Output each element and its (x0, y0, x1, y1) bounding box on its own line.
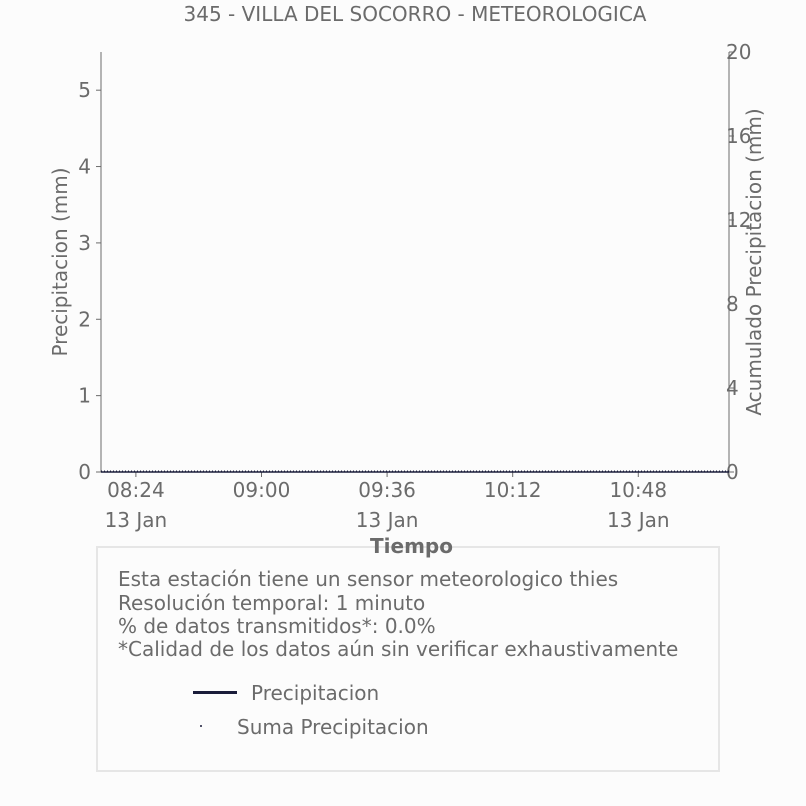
y-tick-label: 4 (78, 155, 91, 179)
y-tick-label: 0 (78, 460, 91, 484)
y2-tick-label: 4 (726, 376, 739, 400)
x-axis-label: Tiempo (370, 534, 453, 558)
y2-tick-label: 12 (726, 208, 751, 232)
legend-line-swatch (193, 691, 237, 694)
y2-tick-label: 20 (726, 40, 751, 64)
y-axis-label: Precipitacion (mm) (48, 167, 72, 356)
left-y-tick-group: 0 1 2 3 4 5 (78, 78, 101, 484)
x-tick-group: 08:24 13 Jan 09:00 09:36 13 Jan 10:12 10:48 13 … (105, 472, 670, 532)
right-y-tick-group: 0 4 8 12 16 20 (726, 40, 751, 484)
x-tick-time-label: 10:12 (484, 478, 542, 502)
x-tick-date-label: 13 Jan (356, 508, 419, 532)
transmitted-info-text: % de datos transmitidos*: 0.0% (118, 614, 436, 638)
x-tick-time-label: 08:24 (107, 478, 165, 502)
sensor-info-text: Esta estación tiene un sensor meteorolog… (118, 567, 619, 591)
y2-tick-label: 16 (726, 124, 751, 148)
legend-label: Precipitacion (251, 681, 380, 705)
legend-dot-swatch (200, 725, 202, 727)
x-tick-time-label: 10:48 (609, 478, 667, 502)
x-tick-time-label: 09:36 (358, 478, 416, 502)
info-box: Esta estación tiene un sensor meteorolog… (96, 546, 720, 772)
x-tick-time-label: 09:00 (233, 478, 291, 502)
y2-tick-label: 8 (726, 292, 739, 316)
y2-tick-label: 0 (726, 460, 739, 484)
x-tick-date-label: 13 Jan (607, 508, 670, 532)
y-tick-label: 1 (78, 384, 91, 408)
chart-title: 345 - VILLA DEL SOCORRO - METEOROLOGICA (184, 2, 647, 26)
y-tick-label: 3 (78, 231, 91, 255)
quality-note-text: *Calidad de los datos aún sin verificar … (118, 637, 679, 661)
y-tick-label: 2 (78, 307, 91, 331)
series-layer (101, 470, 729, 473)
x-tick-date-label: 13 Jan (105, 508, 168, 532)
y-tick-label: 5 (78, 78, 91, 102)
legend-label: Suma Precipitacion (237, 715, 429, 739)
resolution-info-text: Resolución temporal: 1 minuto (118, 591, 426, 615)
y2-axis-label: Acumulado Precipitacion (mm) (742, 108, 766, 415)
